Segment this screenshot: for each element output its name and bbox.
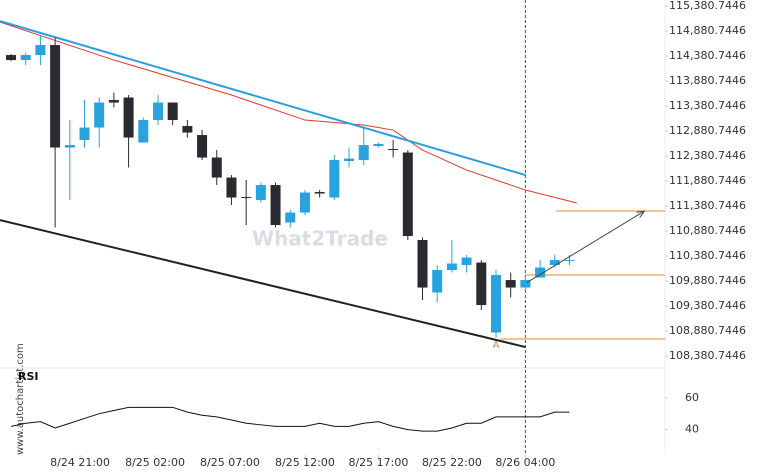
y-tick-label: 112,880.7446 bbox=[669, 124, 746, 137]
y-tick-label: 109,880.7446 bbox=[669, 274, 746, 287]
candle-body bbox=[241, 197, 252, 199]
y-tick-label: 110,380.7446 bbox=[669, 249, 746, 262]
y-tick-label: 111,380.7446 bbox=[669, 199, 746, 212]
x-tick-label: 8/25 12:00 bbox=[275, 456, 335, 469]
x-tick-label: 8/26 04:00 bbox=[495, 456, 555, 469]
y-tick-label: 113,880.7446 bbox=[669, 74, 746, 87]
overlay-line bbox=[0, 21, 577, 204]
candle-body bbox=[285, 212, 296, 223]
overlay-line bbox=[0, 20, 526, 176]
y-tick-label: 110,880.7446 bbox=[669, 224, 746, 237]
arrow bbox=[526, 210, 645, 283]
candle-body bbox=[211, 157, 222, 178]
candle-body bbox=[94, 102, 105, 128]
candle-body bbox=[446, 263, 457, 271]
candle-body bbox=[167, 102, 178, 121]
y-tick-label: 115,380.7446 bbox=[669, 0, 746, 12]
rsi-tick-label: 60 bbox=[685, 391, 699, 404]
annotation: A bbox=[493, 340, 500, 351]
y-tick-label: 114,880.7446 bbox=[669, 24, 746, 37]
watermark: What2Trade bbox=[252, 227, 388, 251]
candle-body bbox=[226, 177, 237, 198]
x-tick-label: 8/25 22:00 bbox=[422, 456, 482, 469]
y-tick-label: 113,380.7446 bbox=[669, 99, 746, 112]
candle-body bbox=[50, 45, 61, 148]
y-tick-label: 112,380.7446 bbox=[669, 149, 746, 162]
candle-body bbox=[35, 45, 46, 56]
candle-body bbox=[505, 280, 516, 288]
x-tick-label: 8/25 17:00 bbox=[348, 456, 408, 469]
candle-body bbox=[123, 97, 134, 138]
candle-body bbox=[490, 275, 501, 333]
y-tick-label: 114,380.7446 bbox=[669, 49, 746, 62]
candle-body bbox=[461, 257, 472, 266]
candle-body bbox=[255, 185, 266, 201]
candle-body bbox=[432, 270, 443, 293]
candle-body bbox=[20, 55, 31, 61]
rsi-label: RSI bbox=[18, 370, 39, 383]
candle-body bbox=[520, 280, 531, 288]
arrow-head bbox=[636, 210, 646, 218]
candle-body bbox=[182, 126, 193, 133]
rsi-line bbox=[10, 406, 570, 432]
candle-body bbox=[535, 267, 546, 278]
x-tick-label: 8/24 21:00 bbox=[50, 456, 110, 469]
candle-body bbox=[373, 144, 384, 147]
y-tick-label: 108,380.7446 bbox=[669, 349, 746, 362]
rsi-tick-label: 40 bbox=[685, 423, 699, 436]
overlay-line bbox=[0, 219, 526, 349]
candle-body bbox=[6, 55, 17, 61]
y-tick-label: 109,380.7446 bbox=[669, 299, 746, 312]
candle-body bbox=[138, 120, 149, 143]
candle-body bbox=[564, 260, 575, 262]
candle-body bbox=[358, 145, 369, 161]
x-tick-label: 8/25 02:00 bbox=[125, 456, 185, 469]
candle-body bbox=[549, 260, 560, 266]
candle-body bbox=[108, 100, 119, 103]
candle-body bbox=[329, 160, 340, 198]
candle-body bbox=[299, 192, 310, 213]
candle-body bbox=[314, 192, 325, 194]
candle-body bbox=[64, 145, 75, 148]
candle-body bbox=[388, 149, 399, 151]
candle-body bbox=[402, 152, 413, 237]
candle-body bbox=[197, 135, 208, 158]
candle-body bbox=[344, 158, 355, 162]
x-tick-label: 8/25 07:00 bbox=[200, 456, 260, 469]
y-tick-label: 108,880.7446 bbox=[669, 324, 746, 337]
candle-body bbox=[270, 185, 281, 226]
side-text: www.autochartist.com bbox=[15, 343, 26, 455]
candle-body bbox=[152, 102, 163, 121]
candle-body bbox=[79, 127, 90, 141]
y-tick-label: 111,880.7446 bbox=[669, 174, 746, 187]
candle-body bbox=[476, 262, 487, 306]
candle-body bbox=[417, 240, 428, 288]
